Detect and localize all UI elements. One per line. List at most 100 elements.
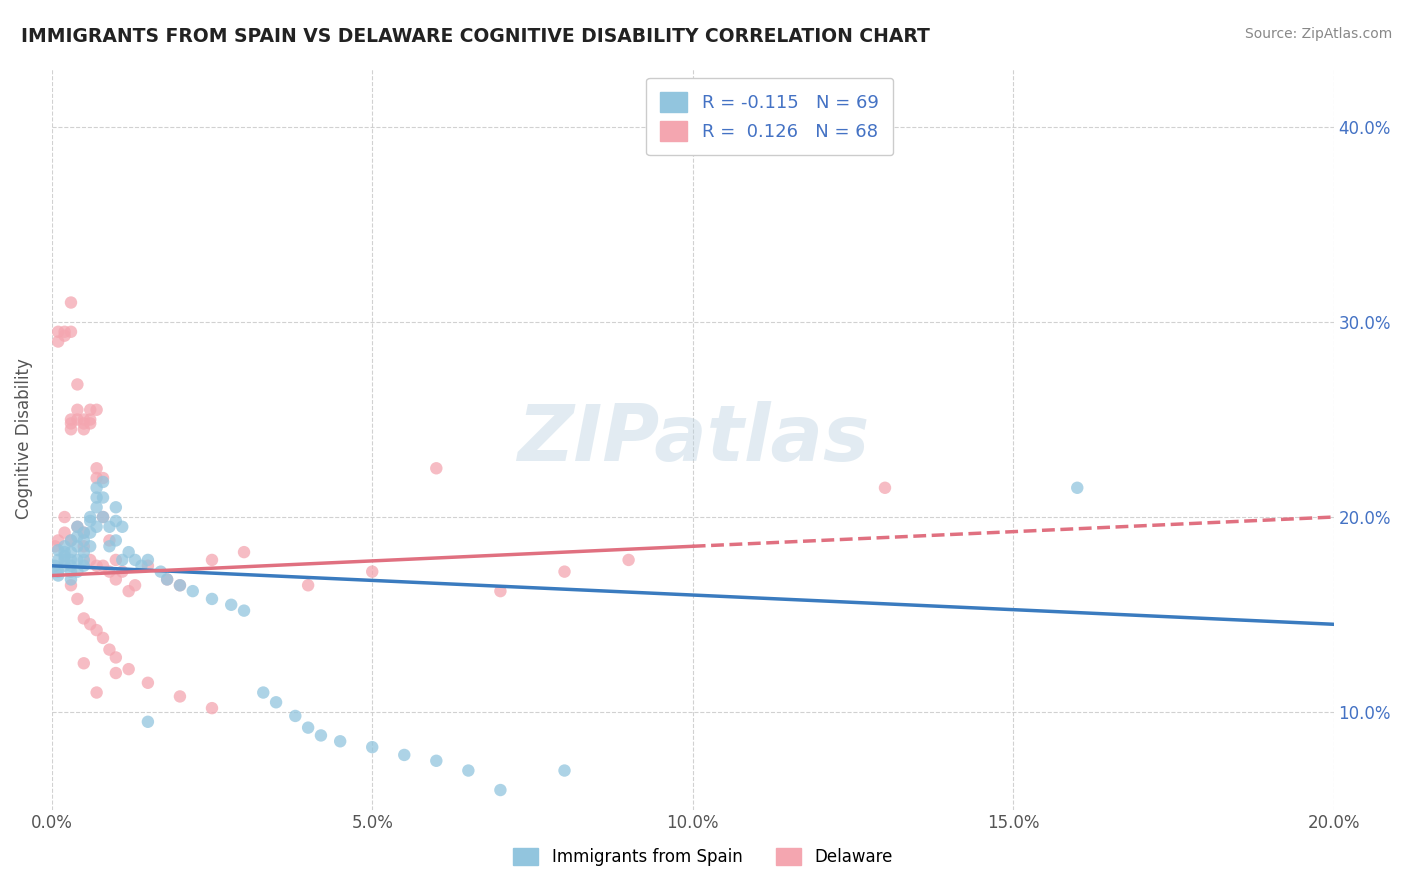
Text: IMMIGRANTS FROM SPAIN VS DELAWARE COGNITIVE DISABILITY CORRELATION CHART: IMMIGRANTS FROM SPAIN VS DELAWARE COGNIT… [21,27,929,45]
Point [59,573,82,587]
Point [104,666,127,681]
Point [86,402,108,417]
Point [169,578,191,592]
Point [553,565,575,579]
Point [53,545,76,559]
Point [86,491,108,505]
Point [66,539,89,553]
Point [46,543,69,558]
Point [169,690,191,704]
Point [98,565,121,579]
Point [86,500,108,515]
Point [98,642,121,657]
Point [104,553,127,567]
Point [104,573,127,587]
Point [86,685,108,699]
Point [46,568,69,582]
Point [201,591,224,606]
Point [53,325,76,339]
Point [104,650,127,665]
Point [91,491,114,505]
Point [104,514,127,528]
Point [44,539,66,553]
Point [1066,481,1088,495]
Point [124,578,146,592]
Point [489,584,512,599]
Point [86,461,108,475]
Point [149,565,172,579]
Point [53,539,76,553]
Point [73,611,96,625]
Point [111,565,134,579]
Point [201,701,224,715]
Point [66,402,89,417]
Point [86,623,108,637]
Point [46,553,69,567]
Point [233,604,256,618]
Legend: R = -0.115   N = 69, R =  0.126   N = 68: R = -0.115 N = 69, R = 0.126 N = 68 [645,78,893,155]
Point [297,721,319,735]
Point [98,520,121,534]
Point [73,525,96,540]
Point [118,545,141,559]
Point [297,578,319,592]
Point [264,695,287,709]
Point [104,500,127,515]
Point [53,510,76,524]
Point [66,553,89,567]
Point [136,558,159,573]
Point [73,553,96,567]
Point [156,573,179,587]
Point [156,573,179,587]
Point [136,714,159,729]
Point [79,525,101,540]
Point [136,553,159,567]
Point [59,412,82,426]
Point [66,591,89,606]
Point [73,533,96,548]
Point [66,520,89,534]
Point [73,657,96,671]
Point [361,740,384,755]
Point [91,631,114,645]
Point [181,584,204,599]
Point [59,553,82,567]
Point [53,525,76,540]
Point [91,558,114,573]
Point [79,617,101,632]
Point [86,558,108,573]
Point [46,334,69,349]
Point [219,598,242,612]
Point [118,662,141,676]
Point [284,709,307,723]
Point [425,461,447,475]
Point [79,412,101,426]
Point [66,412,89,426]
Point [252,685,274,699]
Point [46,565,69,579]
Point [91,471,114,485]
Point [98,533,121,548]
Point [59,422,82,436]
Point [86,520,108,534]
Text: ZIPatlas: ZIPatlas [516,401,869,477]
Point [73,412,96,426]
Point [44,558,66,573]
Point [59,545,82,559]
Point [111,520,134,534]
Point [73,539,96,553]
Point [131,558,153,573]
Point [59,295,82,310]
Point [553,764,575,778]
Point [46,325,69,339]
Point [118,584,141,599]
Point [59,565,82,579]
Point [201,553,224,567]
Text: Source: ZipAtlas.com: Source: ZipAtlas.com [1244,27,1392,41]
Point [66,520,89,534]
Point [59,325,82,339]
Point [53,549,76,563]
Legend: Immigrants from Spain, Delaware: Immigrants from Spain, Delaware [505,840,901,875]
Point [309,728,332,742]
Point [86,471,108,485]
